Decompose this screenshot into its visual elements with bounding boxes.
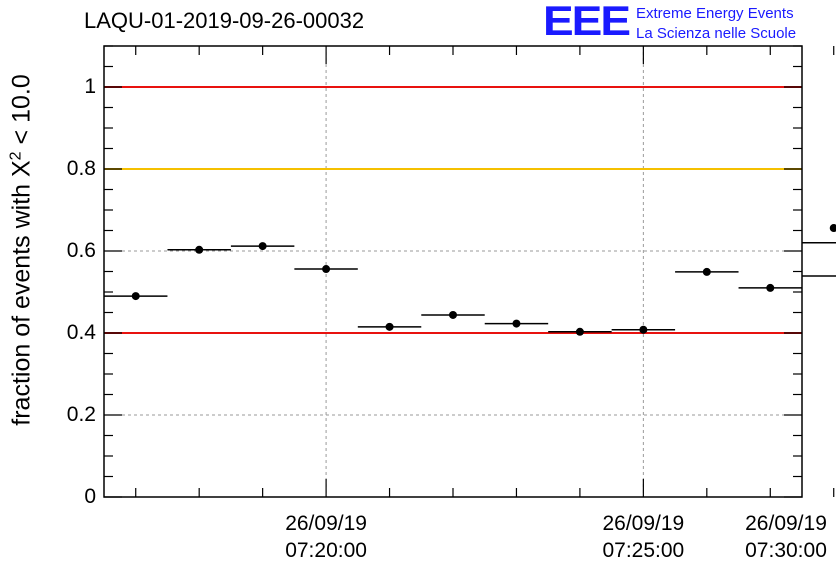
data-point <box>512 319 521 328</box>
y-tick-label: 0.8 <box>66 157 96 180</box>
brand-text: Extreme Energy Events La Scienza nelle S… <box>636 4 796 44</box>
x-tick-label: 26/09/19 07:20:00 <box>285 510 367 564</box>
data-point <box>575 327 584 336</box>
x-tick-time: 07:20:00 <box>285 539 367 562</box>
x-tick-date: 26/09/19 <box>602 512 685 535</box>
y-tick-label: 0 <box>84 485 96 508</box>
data-point <box>385 322 394 331</box>
data-point <box>702 267 711 276</box>
data-point <box>766 283 775 292</box>
x-tick-date: 26/09/19 <box>745 512 827 535</box>
data-point <box>258 242 267 251</box>
data-point <box>829 224 836 233</box>
brand-line-2: La Scienza nelle Scuole <box>636 25 797 42</box>
x-tick-time: 07:30:00 <box>745 539 827 562</box>
y-tick-label: 0.2 <box>66 403 96 426</box>
y-tick-label: 0.6 <box>66 239 96 262</box>
data-point <box>322 265 331 274</box>
x-tick-label: 26/09/19 07:25:00 <box>602 510 684 564</box>
brand-line-1: Extreme Energy Events <box>636 5 794 22</box>
x-tick-label: 26/09/19 07:30:00 <box>745 510 827 564</box>
data-point <box>195 245 204 254</box>
x-tick-time: 07:25:00 <box>602 539 685 562</box>
y-tick-label: 0.4 <box>66 321 96 344</box>
data-point <box>639 325 648 334</box>
eee-logo: EEE <box>543 0 631 45</box>
data-point <box>131 292 140 301</box>
chart-title: LAQU-01-2019-09-26-00032 <box>84 8 365 33</box>
y-tick-label: 1 <box>84 75 96 98</box>
data-point <box>449 310 457 319</box>
x-tick-date: 26/09/19 <box>285 512 367 535</box>
